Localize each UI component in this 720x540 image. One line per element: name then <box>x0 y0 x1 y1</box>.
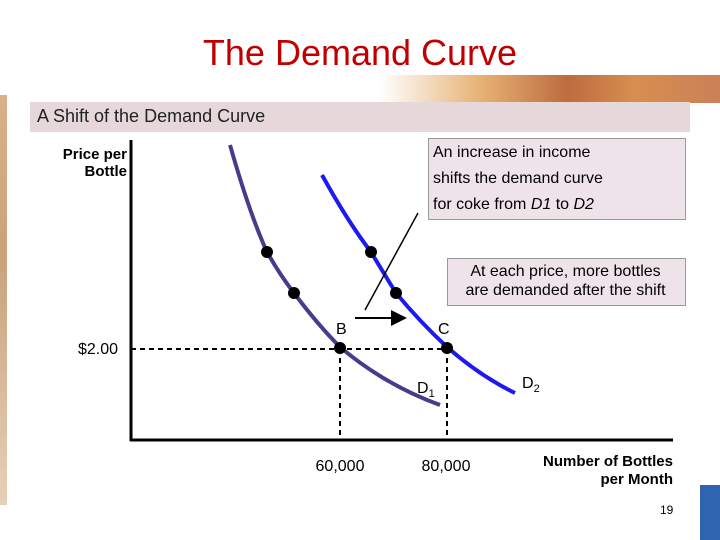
curve-label: D1 <box>417 380 435 400</box>
callout-line: are demanded after the shift <box>465 282 666 299</box>
curve-label: D2 <box>522 375 540 395</box>
quantity-label: 80,000 <box>421 458 471 475</box>
label-line: per Month <box>600 471 674 488</box>
point <box>441 342 453 354</box>
callout-box <box>447 258 686 306</box>
label-line: Bottle <box>84 163 128 180</box>
callout: An increase in income shifts the demand … <box>433 140 603 218</box>
subtitle-bar <box>30 102 690 132</box>
y-axis-label: Price per Bottle <box>63 146 127 180</box>
text: to <box>551 196 574 213</box>
point <box>390 287 402 299</box>
label-line: Price per <box>62 146 127 163</box>
text: D1 <box>530 196 552 213</box>
callout-box <box>428 138 686 220</box>
points <box>261 246 453 354</box>
x-axis-label: Number of Bottles per Month <box>543 453 673 489</box>
title: The Demand Curve <box>202 32 518 73</box>
decoration <box>700 485 720 540</box>
point-label: C <box>438 321 450 338</box>
text: 1 <box>428 388 435 401</box>
point <box>288 287 300 299</box>
quantity-label: 60,000 <box>315 458 365 475</box>
point <box>365 246 377 258</box>
point <box>334 342 346 354</box>
callout-line: An increase in income <box>433 144 591 161</box>
callout-line: shifts the demand curve <box>433 170 603 187</box>
text: D <box>522 375 534 392</box>
price-label: $2.00 <box>77 341 118 358</box>
point <box>261 246 273 258</box>
demand-curve-d1 <box>228 144 441 407</box>
decoration <box>380 75 720 103</box>
pointer <box>364 212 419 311</box>
text: 2 <box>533 383 540 396</box>
callout-line: for coke from D1 to D2 <box>433 192 603 218</box>
callout: At each price, more bottles are demanded… <box>447 262 684 300</box>
text: for coke from <box>433 196 531 213</box>
decoration <box>0 95 7 505</box>
point-label: B <box>336 321 347 338</box>
text: D2 <box>573 196 594 213</box>
label-line: Number of Bottles <box>542 453 673 470</box>
page-number: 19 <box>660 503 674 517</box>
text: D <box>417 380 429 397</box>
subtitle: A Shift of the Demand Curve <box>37 106 266 126</box>
callout-line: At each price, more bottles <box>470 263 661 280</box>
